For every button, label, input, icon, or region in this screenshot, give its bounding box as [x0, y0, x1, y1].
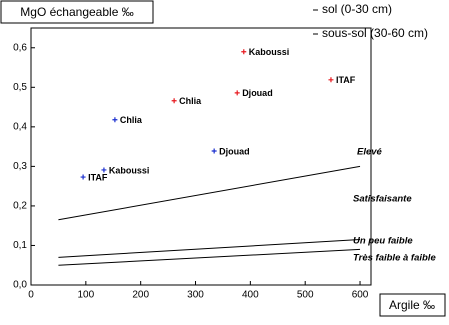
- point: [241, 49, 247, 55]
- y-tick-label: 0,4: [13, 121, 27, 132]
- x-axis-label: Argile ‰: [389, 298, 435, 312]
- threshold-line: [58, 165, 361, 221]
- point: [171, 98, 177, 104]
- point-label: Djouad: [219, 146, 250, 156]
- zone-label: Un peu faible: [353, 236, 413, 247]
- point: [328, 77, 334, 83]
- point-label: Chlia: [120, 115, 143, 125]
- point: [80, 174, 86, 180]
- x-tick-label: 0: [28, 290, 34, 301]
- point: [101, 167, 107, 173]
- point-label: ITAF: [88, 172, 108, 182]
- x-tick-label: 600: [352, 290, 369, 301]
- point-label: Kaboussi: [249, 47, 290, 57]
- point-label: Djouad: [242, 88, 273, 98]
- x-tick-label: 100: [77, 290, 94, 301]
- plot-frame: [30, 27, 372, 286]
- zone-label: Très faible à faible: [353, 253, 436, 264]
- threshold-line: [58, 239, 361, 258]
- zone-label: Elevé: [357, 147, 383, 158]
- x-tick-label: 300: [187, 290, 204, 301]
- zone-label: Satisfaisante: [353, 194, 412, 205]
- y-axis-label: MgO échangeable ‰: [20, 5, 133, 19]
- y-tick-label: 0,6: [13, 42, 27, 53]
- y-tick-label: 0,5: [13, 82, 27, 93]
- point-label: ITAF: [336, 75, 356, 85]
- threshold-line: [58, 248, 361, 266]
- y-tick-label: 0,3: [13, 161, 27, 172]
- legend-label: sol (0-30 cm): [322, 2, 392, 16]
- x-tick-label: 500: [297, 290, 314, 301]
- point-label: Chlia: [179, 96, 202, 106]
- y-tick-label: 0,2: [13, 201, 27, 212]
- x-label-box: [379, 293, 446, 317]
- x-tick-label: 200: [132, 290, 149, 301]
- point: [234, 90, 240, 96]
- y-tick-label: 0,0: [13, 280, 27, 291]
- y-tick-label: 0,1: [13, 240, 27, 251]
- y-label-box: [0, 0, 154, 24]
- point: [211, 148, 217, 154]
- point-label: Kaboussi: [109, 165, 150, 175]
- x-tick-label: 400: [242, 290, 259, 301]
- legend-label: sous-sol (30-60 cm): [322, 26, 428, 40]
- point: [112, 117, 118, 123]
